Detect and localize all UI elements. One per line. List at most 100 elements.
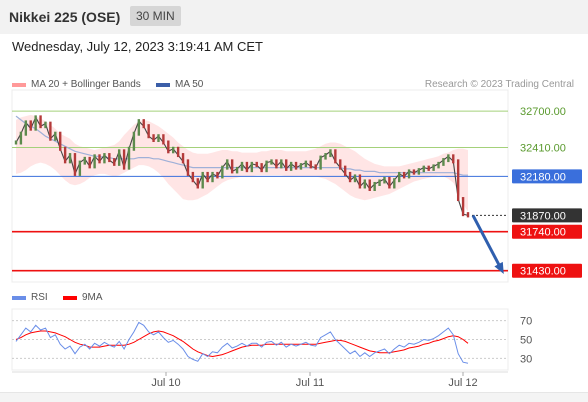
price-candle (461, 197, 465, 217)
projection-arrow-line (471, 214, 503, 270)
credit-text: Research © 2023 Trading Central (424, 79, 574, 90)
footer-bar (0, 392, 588, 402)
price-candle (108, 153, 111, 163)
price-candle (127, 146, 131, 170)
rsi-swatch (12, 295, 26, 300)
price-candle (186, 159, 190, 176)
timeframe-badge[interactable]: 30 MIN (130, 6, 181, 26)
price-candle (98, 154, 101, 164)
ma50-swatch (156, 82, 170, 87)
price-label-text-4: 31740.00 (520, 227, 566, 239)
price-candle (294, 161, 298, 170)
price-candle (353, 174, 357, 183)
price-candle (378, 179, 381, 186)
price-candle (319, 155, 322, 170)
instrument-title: Nikkei 225 (OSE) (9, 9, 121, 25)
price-candle (147, 124, 150, 139)
price-candle (132, 131, 136, 151)
price-candle (172, 146, 175, 154)
x-tick-label-0: Jul 10 (151, 377, 180, 389)
price-label-text-0: 32700.00 (520, 106, 566, 118)
price-candle (442, 158, 445, 166)
rsi-label: RSI (31, 292, 48, 303)
rsi-level-label-0: 70 (520, 316, 532, 328)
price-candle (19, 131, 23, 145)
price-candle (68, 153, 72, 164)
legend-ma50: MA 50 (156, 79, 203, 90)
price-candle (59, 131, 62, 151)
price-candle (245, 161, 249, 173)
price-candle (324, 153, 327, 160)
price-candle (24, 120, 28, 136)
price-candle (240, 161, 244, 171)
price-candle (299, 163, 303, 170)
price-label-box-4 (512, 224, 582, 239)
rsi-line (15, 321, 469, 364)
bollinger-swatch (12, 82, 26, 87)
projection-arrow-head (494, 261, 504, 275)
price-candle (29, 120, 32, 131)
price-candle (398, 171, 401, 183)
price-candle (260, 163, 263, 173)
x-tick-label-2: Jul 12 (448, 377, 477, 389)
price-candle (142, 119, 145, 129)
price-candle (250, 161, 254, 173)
price-label-text-1: 32410.00 (520, 143, 566, 155)
price-candle (285, 159, 288, 171)
price-candle (157, 134, 160, 142)
price-candle (181, 153, 185, 164)
price-candle (309, 160, 312, 169)
ma50-label: MA 50 (175, 79, 204, 90)
price-candle (343, 165, 347, 176)
price-candle (196, 178, 199, 189)
price-candle (456, 159, 460, 202)
price-label-box-0 (512, 104, 582, 119)
price-candle (113, 158, 116, 166)
price-candle (73, 153, 77, 176)
price-candle (412, 169, 416, 175)
price-candle (152, 134, 155, 142)
legend-rsi: RSI (12, 292, 48, 303)
price-candle (265, 160, 268, 173)
price-candle (54, 131, 57, 141)
price-candle (201, 171, 204, 189)
price-candle (34, 115, 37, 131)
price-candle (422, 165, 425, 173)
price-candle (206, 171, 209, 183)
price-candle (348, 171, 352, 183)
price-candle (334, 149, 337, 164)
price-candle (437, 161, 440, 169)
price-candle (270, 159, 273, 165)
price-candle (88, 156, 91, 169)
price-candle (221, 165, 224, 179)
price-candle (280, 159, 283, 169)
price-candle (275, 159, 278, 169)
price-candle (363, 179, 367, 189)
price-candle (167, 140, 170, 154)
price-label-box-1 (512, 140, 582, 155)
price-label-box-5 (512, 263, 582, 278)
price-label-text-3: 31870.00 (520, 210, 566, 222)
price-candle (137, 119, 141, 136)
price-candle (417, 168, 421, 175)
price-candle (329, 149, 332, 158)
bollinger-label: MA 20 + Bollinger Bands (31, 79, 141, 90)
price-candle (452, 154, 455, 164)
x-tick-label-1: Jul 11 (296, 377, 325, 389)
price-candle (230, 159, 234, 174)
date-line: Wednesday, July 12, 2023 3:19:41 AM CET (12, 39, 263, 54)
price-candle (393, 178, 396, 189)
price-candle (122, 149, 126, 170)
price-candle (235, 166, 239, 174)
price-candle (427, 165, 430, 171)
price-candle (226, 159, 229, 170)
price-candle (211, 171, 214, 183)
price-label-text-5: 31430.00 (520, 266, 566, 278)
price-candle (304, 160, 308, 168)
price-label-box-3 (512, 208, 582, 223)
price-candle (191, 171, 195, 183)
price-candle (49, 121, 52, 141)
price-candle (255, 161, 258, 168)
ma9-swatch (63, 295, 77, 300)
